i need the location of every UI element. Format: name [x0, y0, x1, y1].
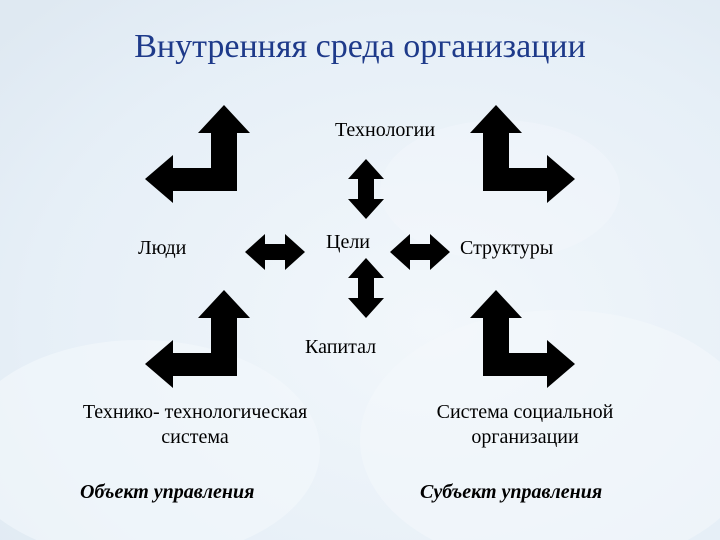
- label-system-right: Система социальной организации: [395, 400, 655, 450]
- footer-left: Объект управления: [80, 480, 254, 505]
- double-arrow-center-bottom: [343, 258, 389, 318]
- bent-arrow-top-left: [145, 105, 270, 210]
- label-top: Технологии: [300, 118, 470, 143]
- double-arrow-center-left: [245, 229, 305, 275]
- double-arrow-center-top: [343, 159, 389, 219]
- double-arrow-center-right: [390, 229, 450, 275]
- bent-arrow-top-right: [450, 105, 575, 210]
- label-center: Цели: [326, 230, 370, 255]
- bent-arrow-bottom-right: [450, 290, 575, 395]
- footer-right: Субъект управления: [420, 480, 602, 505]
- label-right: Структуры: [460, 236, 553, 261]
- bent-arrow-bottom-left: [145, 290, 270, 395]
- page-title: Внутренняя среда организации: [0, 28, 720, 66]
- label-left: Люди: [138, 236, 186, 261]
- label-system-left: Технико- технологическая система: [55, 400, 335, 450]
- label-bottom: Капитал: [305, 335, 376, 360]
